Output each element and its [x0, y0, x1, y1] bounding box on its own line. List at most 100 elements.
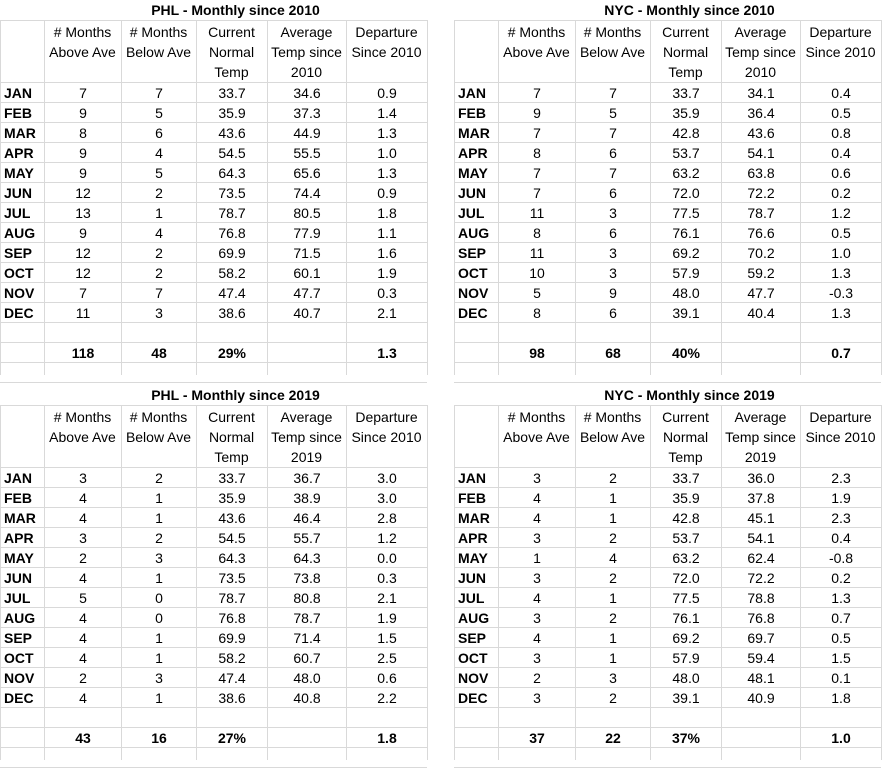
table-cell[interactable]: 53.7	[672, 145, 700, 161]
table-cell[interactable]: 63.2	[672, 165, 700, 181]
table-cell[interactable]: 64.3	[218, 550, 246, 566]
table-cell[interactable]: 78.8	[747, 590, 775, 606]
table-cell[interactable]: 5	[609, 105, 617, 121]
table-cell[interactable]: 2	[155, 530, 163, 546]
column-header[interactable]: # Months Above Ave	[503, 24, 570, 60]
column-header[interactable]: Average Temp since 2019	[725, 409, 796, 465]
table-cell[interactable]: 7	[609, 125, 617, 141]
table-cell[interactable]: 4	[79, 510, 87, 526]
month-label[interactable]: NOV	[4, 285, 35, 301]
month-label[interactable]: OCT	[4, 265, 34, 281]
totals-cell[interactable]: 22	[605, 730, 621, 746]
table-cell[interactable]: 3	[533, 650, 541, 666]
table-cell[interactable]: 1	[609, 510, 617, 526]
table-cell[interactable]: 59.4	[747, 650, 775, 666]
table-cell[interactable]: 47.4	[218, 285, 246, 301]
table-cell[interactable]: 3.0	[377, 490, 397, 506]
table-cell[interactable]: 80.8	[293, 590, 321, 606]
table-cell[interactable]: 76.1	[672, 225, 700, 241]
table-cell[interactable]: 70.2	[747, 245, 775, 261]
column-header[interactable]: Departure Since 2010	[351, 24, 422, 60]
table-cell[interactable]: 69.2	[672, 245, 700, 261]
table-cell[interactable]: 1	[155, 205, 163, 221]
table-cell[interactable]: 0.4	[831, 85, 851, 101]
table-cell[interactable]: 65.6	[293, 165, 321, 181]
table-cell[interactable]: 11	[75, 305, 91, 321]
month-label[interactable]: MAR	[458, 125, 490, 141]
table-cell[interactable]: 77.9	[293, 225, 321, 241]
table-cell[interactable]: 3	[609, 670, 617, 686]
table-cell[interactable]: 3	[79, 470, 87, 486]
totals-cell[interactable]: 1.8	[377, 730, 397, 746]
table-cell[interactable]: 38.6	[218, 305, 246, 321]
table-cell[interactable]: -0.3	[828, 285, 854, 301]
table-cell[interactable]: 8	[79, 125, 87, 141]
table-cell[interactable]: 55.7	[293, 530, 321, 546]
table-cell[interactable]: 0.4	[831, 145, 851, 161]
table-cell[interactable]: 78.7	[218, 205, 246, 221]
table-cell[interactable]: 2.8	[377, 510, 397, 526]
table-cell[interactable]: 78.7	[218, 590, 246, 606]
table-cell[interactable]: 8	[533, 145, 541, 161]
table-cell[interactable]: 34.6	[293, 85, 321, 101]
table-cell[interactable]: 4	[79, 690, 87, 706]
table-cell[interactable]: 62.4	[747, 550, 775, 566]
table-cell[interactable]: 80.5	[293, 205, 321, 221]
table-cell[interactable]: 0.5	[831, 105, 851, 121]
table-cell[interactable]: 35.9	[218, 105, 246, 121]
table-cell[interactable]: 7	[155, 85, 163, 101]
table-cell[interactable]: 7	[533, 85, 541, 101]
month-label[interactable]: JAN	[4, 85, 33, 101]
table-cell[interactable]: 44.9	[293, 125, 321, 141]
table-cell[interactable]: 0.4	[831, 530, 851, 546]
month-label[interactable]: JUN	[458, 185, 487, 201]
table-cell[interactable]: 3	[155, 550, 163, 566]
month-label[interactable]: SEP	[4, 245, 33, 261]
table-cell[interactable]: 0.1	[831, 670, 851, 686]
totals-cell[interactable]	[268, 728, 346, 747]
table-cell[interactable]: 3	[609, 245, 617, 261]
month-label[interactable]: MAY	[458, 550, 488, 566]
table-cell[interactable]: 69.2	[672, 630, 700, 646]
table-cell[interactable]: 73.5	[218, 185, 246, 201]
table-cell[interactable]: 58.2	[218, 650, 246, 666]
totals-cell[interactable]: 118	[71, 345, 95, 361]
table-cell[interactable]: 3	[533, 530, 541, 546]
table-cell[interactable]: 7	[79, 85, 87, 101]
table-cell[interactable]: 47.4	[218, 670, 246, 686]
table-cell[interactable]: 46.4	[293, 510, 321, 526]
table-cell[interactable]: 71.4	[293, 630, 321, 646]
totals-cell[interactable]: 27%	[217, 730, 247, 746]
table-cell[interactable]: 12	[75, 185, 91, 201]
totals-cell[interactable]	[1, 728, 44, 747]
table-cell[interactable]: 0.6	[831, 165, 851, 181]
table-cell[interactable]: 47.7	[293, 285, 321, 301]
table-cell[interactable]: 54.1	[747, 145, 775, 161]
table-cell[interactable]: 1	[533, 550, 541, 566]
month-label[interactable]: SEP	[4, 630, 33, 646]
table-cell[interactable]: 0.2	[831, 185, 851, 201]
table-cell[interactable]: 4	[533, 590, 541, 606]
table-cell[interactable]: 2.3	[831, 470, 851, 486]
table-cell[interactable]: 9	[79, 145, 87, 161]
table-cell[interactable]: 60.7	[293, 650, 321, 666]
table-cell[interactable]: 48.0	[672, 285, 700, 301]
table-cell[interactable]: 53.7	[672, 530, 700, 546]
table-cell[interactable]: 36.0	[747, 470, 775, 486]
table-cell[interactable]: 2	[609, 610, 617, 626]
table-cell[interactable]: 9	[609, 285, 617, 301]
table-cell[interactable]: 1.0	[831, 245, 851, 261]
totals-cell[interactable]: 37%	[671, 730, 701, 746]
table-cell[interactable]: 69.9	[218, 245, 246, 261]
table-cell[interactable]: 35.9	[672, 105, 700, 121]
column-header[interactable]: Current Normal Temp	[208, 409, 255, 465]
table-cell[interactable]: 48.0	[672, 670, 700, 686]
table-cell[interactable]: 4	[609, 550, 617, 566]
table-cell[interactable]: 73.5	[218, 570, 246, 586]
month-label[interactable]: JAN	[458, 470, 487, 486]
table-cell[interactable]: 1.8	[831, 690, 851, 706]
month-label[interactable]: JAN	[4, 470, 33, 486]
totals-cell[interactable]	[722, 728, 800, 747]
table-cell[interactable]: 7	[533, 185, 541, 201]
table-cell[interactable]: 10	[529, 265, 545, 281]
